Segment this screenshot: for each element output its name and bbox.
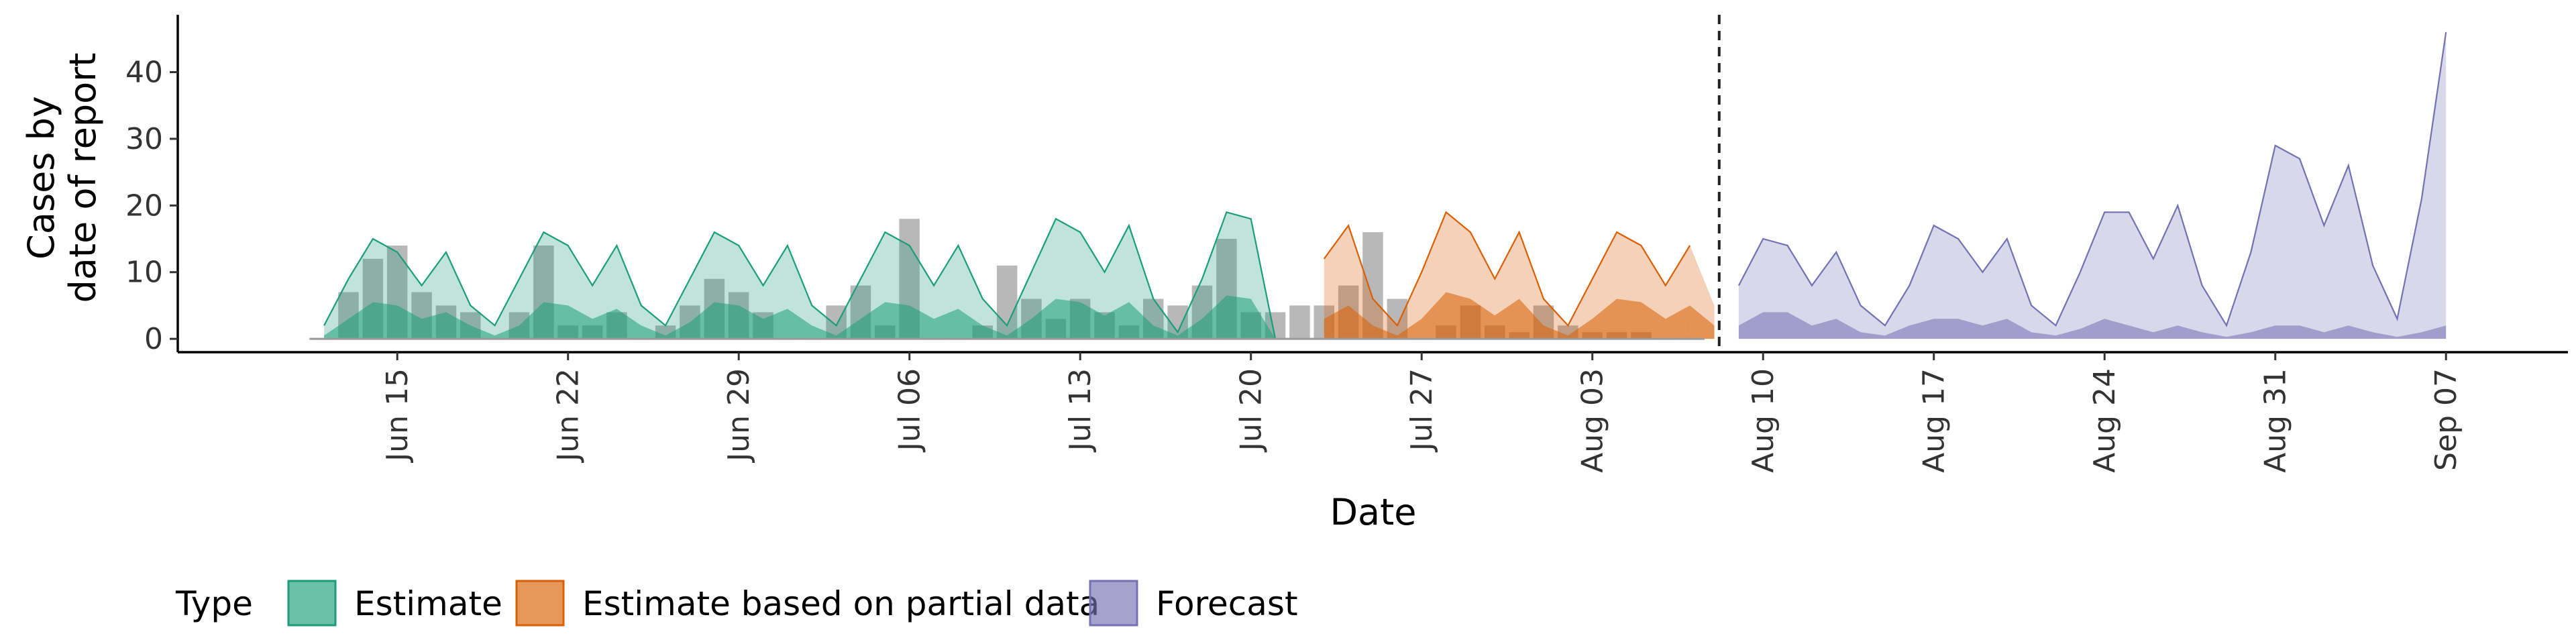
axes: 0 10 20 30 40 Jun 15 Jun 22 Jun 29 Jul 06 Jul 13 J… — [125, 15, 2568, 473]
y-axis-title-line-1: Cases by — [20, 96, 62, 260]
y-axis-title-line-2: date of report — [62, 52, 104, 303]
y-axis-title: Cases by date of report — [20, 52, 104, 303]
y-tick-label: 30 — [125, 122, 163, 156]
series-estimate-outer-band — [324, 212, 1300, 339]
series-forecast-outer-band — [1738, 32, 2447, 339]
series-estimate-based-on-partial-data-outer-band — [1324, 212, 1690, 339]
x-tick-label: Aug 17 — [1917, 368, 1951, 473]
legend-label-partial: Estimate based on partial data — [582, 584, 1099, 623]
x-tick-label: Aug 24 — [2088, 368, 2122, 473]
y-tick-label: 20 — [125, 189, 163, 223]
x-tick-label: Jun 22 — [551, 368, 586, 464]
series-estimate-based-on-partial-data-inner-band — [1324, 292, 1690, 339]
series-estimate-based-on-partial-data-tail-inner — [1690, 305, 1715, 339]
x-tick-label: Aug 10 — [1746, 368, 1780, 473]
series-forecast-inner-band — [1738, 312, 2447, 339]
x-tick-label: Sep 07 — [2429, 368, 2463, 471]
y-tick-label: 10 — [125, 256, 163, 290]
x-tick-label: Aug 31 — [2259, 368, 2293, 473]
series-areas — [309, 32, 2447, 340]
x-tick-label: Jun 29 — [722, 368, 756, 464]
series-estimate-inner-band — [324, 295, 1300, 339]
legend-swatch-estimate — [287, 580, 337, 627]
x-tick-label: Aug 03 — [1576, 368, 1610, 473]
y-tick-label: 40 — [125, 56, 163, 90]
x-axis-title: Date — [1330, 491, 1416, 533]
legend-swatch-partial — [515, 580, 565, 627]
y-tick-label: 0 — [144, 322, 163, 356]
series-estimate-based-on-partial-data — [1323, 211, 1715, 339]
x-tick-label: Jul 13 — [1063, 368, 1097, 453]
x-tick-label: Jul 20 — [1234, 368, 1269, 453]
x-tick-label: Jun 15 — [380, 368, 415, 464]
legend-swatch-forecast — [1089, 580, 1138, 627]
x-tick-label: Jul 06 — [893, 368, 927, 453]
legend-title: Type — [175, 584, 253, 623]
series-forecast — [1737, 32, 2447, 339]
legend-label-forecast: Forecast — [1156, 584, 1298, 623]
legend-label-estimate: Estimate — [354, 584, 502, 623]
x-tick-label: Jul 27 — [1405, 368, 1439, 453]
series-estimate — [323, 211, 1300, 340]
series-forecast-outer-edge — [1737, 32, 2447, 327]
series-estimate-outer-edge — [323, 211, 1300, 340]
legend: Type Estimate Estimate based on partial … — [175, 580, 1298, 627]
observed-bar — [1289, 305, 1310, 339]
series-estimate-based-on-partial-data-outer-edge — [1323, 211, 1691, 327]
